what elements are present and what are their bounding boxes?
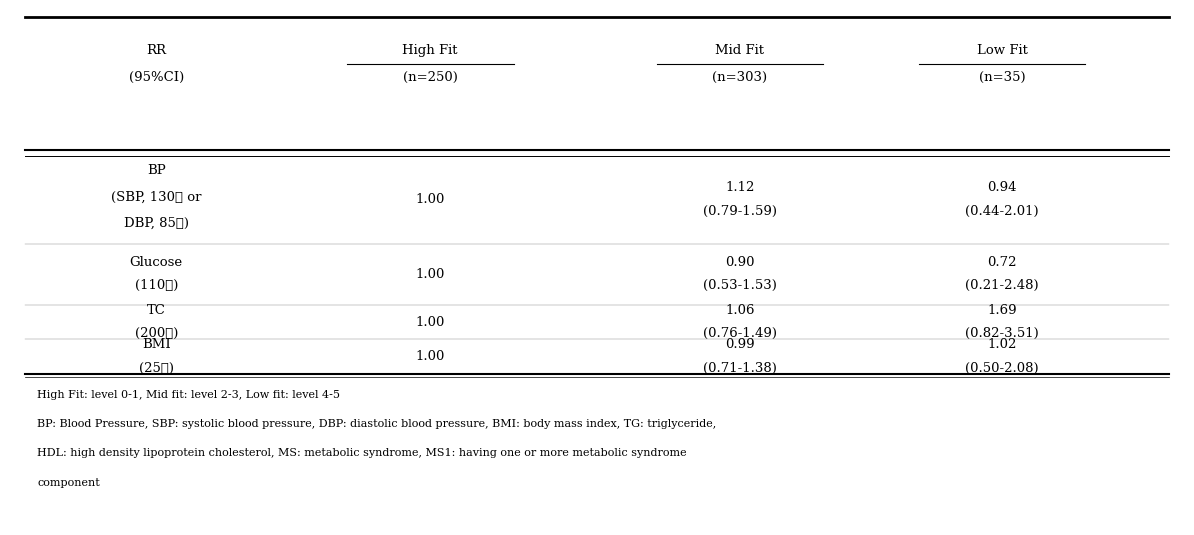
Text: HDL: high density lipoprotein cholesterol, MS: metabolic syndrome, MS1: having o: HDL: high density lipoprotein cholestero… (37, 448, 687, 458)
Text: (25≧): (25≧) (139, 362, 174, 375)
Text: (0.50-2.08): (0.50-2.08) (965, 362, 1039, 375)
Text: 1.00: 1.00 (416, 193, 445, 206)
Text: BMI: BMI (142, 339, 171, 351)
Text: (0.53-1.53): (0.53-1.53) (703, 279, 777, 292)
Text: (0.76-1.49): (0.76-1.49) (703, 327, 777, 340)
Text: 0.90: 0.90 (725, 256, 755, 269)
Text: 1.00: 1.00 (416, 316, 445, 328)
Text: Glucose: Glucose (130, 256, 183, 269)
Text: (0.44-2.01): (0.44-2.01) (965, 205, 1039, 218)
Text: Low Fit: Low Fit (977, 44, 1028, 57)
Text: DBP, 85≧): DBP, 85≧) (124, 217, 189, 230)
Text: BP: BP (147, 164, 166, 177)
Text: component: component (37, 478, 100, 488)
Text: Mid Fit: Mid Fit (715, 44, 764, 57)
Text: 0.72: 0.72 (987, 256, 1017, 269)
Text: 1.12: 1.12 (725, 181, 755, 194)
Text: 1.69: 1.69 (987, 304, 1017, 317)
Text: (0.79-1.59): (0.79-1.59) (703, 205, 777, 218)
Text: (SBP, 130≧ or: (SBP, 130≧ or (111, 190, 202, 203)
Text: (95%CI): (95%CI) (129, 71, 184, 84)
Text: 1.06: 1.06 (725, 304, 755, 317)
Text: High Fit: High Fit (402, 44, 458, 57)
Text: High Fit: level 0-1, Mid fit: level 2-3, Low fit: level 4-5: High Fit: level 0-1, Mid fit: level 2-3,… (37, 390, 340, 400)
Text: (0.82-3.51): (0.82-3.51) (965, 327, 1039, 340)
Text: TC: TC (147, 304, 166, 317)
Text: (0.21-2.48): (0.21-2.48) (965, 279, 1039, 292)
Text: 1.00: 1.00 (416, 350, 445, 363)
Text: BP: Blood Pressure, SBP: systolic blood pressure, DBP: diastolic blood pressure,: BP: Blood Pressure, SBP: systolic blood … (37, 419, 716, 429)
Text: 0.94: 0.94 (987, 181, 1017, 194)
Text: 1.00: 1.00 (416, 268, 445, 281)
Text: 0.99: 0.99 (725, 339, 755, 351)
Text: (n=303): (n=303) (713, 71, 768, 84)
Text: (n=250): (n=250) (402, 71, 457, 84)
Text: (110≧): (110≧) (135, 279, 178, 292)
Text: RR: RR (146, 44, 166, 57)
Text: (200≦): (200≦) (135, 327, 178, 340)
Text: (n=35): (n=35) (979, 71, 1026, 84)
Text: (0.71-1.38): (0.71-1.38) (703, 362, 777, 375)
Text: 1.02: 1.02 (987, 339, 1017, 351)
